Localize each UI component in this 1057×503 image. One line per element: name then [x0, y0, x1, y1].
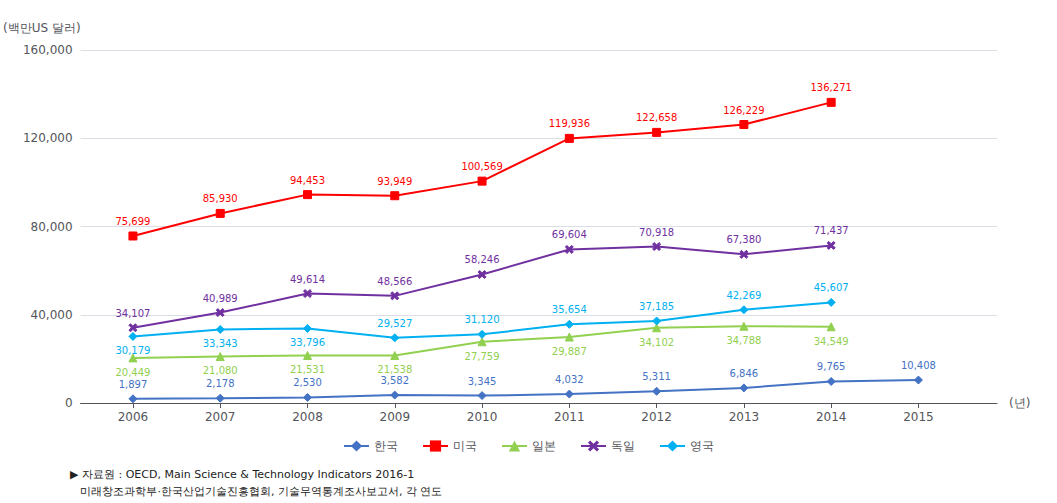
svg-text:3,345: 3,345 [468, 376, 497, 387]
svg-text:27,759: 27,759 [465, 351, 500, 362]
svg-text:일본: 일본 [532, 439, 556, 453]
svg-text:48,566: 48,566 [377, 276, 412, 287]
svg-text:35,654: 35,654 [552, 304, 587, 315]
svg-text:2011: 2011 [554, 410, 585, 424]
svg-text:67,380: 67,380 [726, 234, 761, 245]
svg-text:37,185: 37,185 [639, 301, 674, 312]
svg-text:29,887: 29,887 [552, 346, 587, 357]
svg-text:(백만US 달러): (백만US 달러) [3, 21, 81, 35]
svg-text:영국: 영국 [690, 439, 714, 453]
svg-text:21,531: 21,531 [290, 364, 325, 375]
svg-text:34,102: 34,102 [639, 337, 674, 348]
svg-text:2009: 2009 [380, 410, 411, 424]
svg-text:2008: 2008 [292, 410, 323, 424]
svg-text:2013: 2013 [729, 410, 760, 424]
svg-text:40,989: 40,989 [203, 293, 238, 304]
svg-text:4,032: 4,032 [555, 374, 584, 385]
svg-text:85,930: 85,930 [203, 193, 238, 204]
svg-text:100,569: 100,569 [461, 161, 502, 172]
svg-text:136,271: 136,271 [810, 82, 851, 93]
svg-text:독일: 독일 [611, 439, 635, 453]
svg-text:21,538: 21,538 [377, 364, 412, 375]
svg-text:31,120: 31,120 [465, 314, 500, 325]
svg-text:▶ 자료원 : OECD, Main Science & T: ▶ 자료원 : OECD, Main Science & Technology … [70, 468, 414, 481]
svg-text:40,000: 40,000 [31, 308, 73, 322]
svg-text:0: 0 [65, 396, 73, 410]
svg-text:69,604: 69,604 [552, 229, 587, 240]
svg-text:10,408: 10,408 [901, 360, 936, 371]
svg-text:2,178: 2,178 [206, 378, 235, 389]
svg-text:34,549: 34,549 [814, 336, 849, 347]
svg-text:119,936: 119,936 [549, 118, 590, 129]
svg-text:70,918: 70,918 [639, 227, 674, 238]
svg-text:2014: 2014 [816, 410, 847, 424]
svg-text:75,699: 75,699 [115, 216, 150, 227]
svg-text:3,582: 3,582 [380, 375, 409, 386]
svg-text:미래창조과학부·한국산업기술진흥협회, 기술무역통계조사보고: 미래창조과학부·한국산업기술진흥협회, 기술무역통계조사보고서, 각 연도 [70, 485, 442, 498]
svg-text:2012: 2012 [641, 410, 672, 424]
svg-text:42,269: 42,269 [726, 290, 761, 301]
svg-text:미국: 미국 [453, 439, 477, 453]
svg-text:71,437: 71,437 [814, 225, 849, 236]
svg-text:30,179: 30,179 [115, 345, 150, 356]
svg-text:58,246: 58,246 [465, 254, 500, 265]
svg-text:34,107: 34,107 [115, 308, 150, 319]
svg-text:45,607: 45,607 [814, 282, 849, 293]
svg-text:9,765: 9,765 [817, 361, 846, 372]
svg-text:1,897: 1,897 [119, 379, 148, 390]
svg-text:122,658: 122,658 [636, 112, 677, 123]
svg-text:33,796: 33,796 [290, 337, 325, 348]
svg-text:120,000: 120,000 [23, 131, 73, 145]
svg-text:20,449: 20,449 [115, 367, 150, 378]
svg-text:한국: 한국 [374, 439, 398, 453]
svg-text:49,614: 49,614 [290, 274, 325, 285]
svg-text:6,846: 6,846 [730, 368, 759, 379]
svg-text:34,788: 34,788 [726, 335, 761, 346]
svg-text:93,949: 93,949 [377, 176, 412, 187]
svg-text:21,080: 21,080 [203, 365, 238, 376]
svg-text:2010: 2010 [467, 410, 498, 424]
svg-text:33,343: 33,343 [203, 338, 238, 349]
svg-text:29,527: 29,527 [377, 318, 412, 329]
svg-text:2007: 2007 [205, 410, 236, 424]
svg-text:2015: 2015 [903, 410, 934, 424]
svg-text:126,229: 126,229 [723, 105, 764, 116]
svg-text:5,311: 5,311 [642, 371, 671, 382]
svg-text:2006: 2006 [118, 410, 149, 424]
svg-text:2,530: 2,530 [293, 377, 322, 388]
svg-text:160,000: 160,000 [23, 43, 73, 57]
svg-text:94,453: 94,453 [290, 175, 325, 186]
svg-text:(년): (년) [1009, 396, 1030, 410]
svg-text:80,000: 80,000 [31, 220, 73, 234]
